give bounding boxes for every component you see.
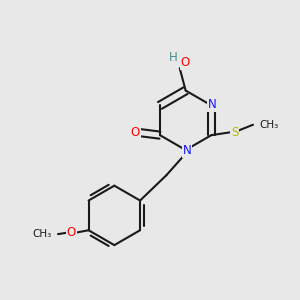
Text: N: N — [208, 98, 217, 111]
Text: O: O — [180, 56, 190, 69]
Text: N: N — [182, 144, 191, 157]
Text: H: H — [169, 51, 178, 64]
Text: O: O — [67, 226, 76, 239]
Text: O: O — [130, 126, 140, 139]
Text: CH₃: CH₃ — [260, 120, 279, 130]
Text: CH₃: CH₃ — [33, 229, 52, 239]
Text: S: S — [231, 126, 238, 139]
